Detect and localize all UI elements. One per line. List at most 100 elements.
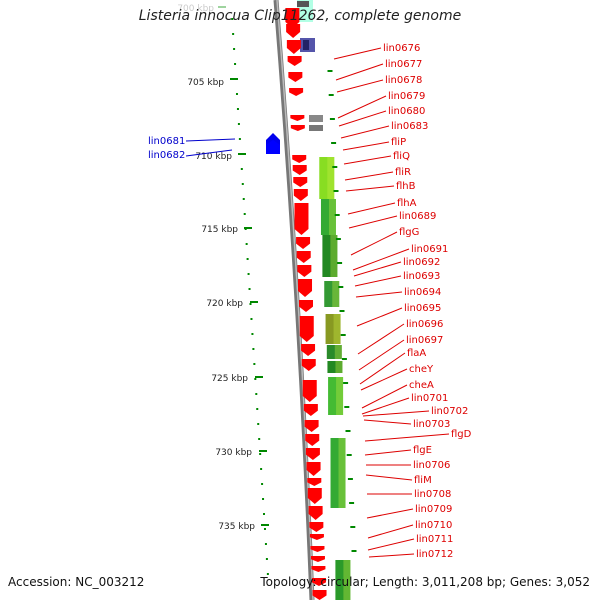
ruler-label: 730 kbp <box>215 448 252 458</box>
reverse-gene-arrow[interactable] <box>290 115 305 121</box>
gene-label-lin0678: lin0678 <box>385 75 422 86</box>
ruler-label: 720 kbp <box>206 299 243 309</box>
reverse-gene-arrow[interactable] <box>312 590 327 600</box>
ruler-label: 710 kbp <box>195 152 232 162</box>
gene-label-lin0702: lin0702 <box>431 406 468 417</box>
reverse-gene-arrow[interactable] <box>311 566 326 572</box>
ruler-tick-705: 705 kbp <box>187 78 238 88</box>
expression-block <box>320 199 336 235</box>
expression-block <box>326 345 342 359</box>
gene-label-fliR: fliR <box>395 167 411 178</box>
gene-label-lin0703: lin0703 <box>413 419 450 430</box>
reverse-gene-arrow[interactable] <box>296 251 311 263</box>
gene-label-lin0691: lin0691 <box>411 244 448 255</box>
reverse-gene-arrow[interactable] <box>287 56 302 66</box>
reverse-gene-arrow[interactable] <box>286 24 301 38</box>
reverse-gene-arrow[interactable] <box>309 522 324 532</box>
reverse-gene-arrow[interactable] <box>285 8 300 28</box>
reverse-gene-arrow[interactable] <box>302 380 317 402</box>
reverse-gene-arrow[interactable] <box>307 488 322 504</box>
gene-label-lin0682: lin0682 <box>148 150 185 161</box>
reverse-gene-arrow[interactable] <box>292 155 307 163</box>
reverse-gene-arrow[interactable] <box>306 462 321 476</box>
genome-summary: Topology: circular; Length: 3,011,208 bp… <box>260 575 590 589</box>
left-gene-labels: lin0681 lin0682 <box>148 136 236 161</box>
gene-label-lin0694: lin0694 <box>404 287 441 298</box>
gene-label-flgG: flgG <box>399 227 419 238</box>
gene-label-lin0692: lin0692 <box>403 257 440 268</box>
reverse-gene-arrow[interactable] <box>307 478 322 486</box>
reverse-gene-arrow[interactable] <box>311 578 326 586</box>
gene-label-lin0701: lin0701 <box>411 393 448 404</box>
gene-label-flgE: flgE <box>413 445 432 456</box>
reverse-gene-arrow[interactable] <box>301 359 316 371</box>
reverse-gene-arrow[interactable] <box>303 404 318 416</box>
gene-label-lin0708: lin0708 <box>414 489 451 500</box>
ruler-label: 700 kbp <box>177 4 214 14</box>
expression-block <box>325 314 341 344</box>
expression-blocks <box>319 70 357 600</box>
reverse-gene-arrow[interactable] <box>298 279 313 297</box>
reverse-gene-arrow[interactable] <box>292 165 307 175</box>
reverse-gene-arrow[interactable] <box>310 556 325 562</box>
ruler-tick-720: 720 kbp <box>206 299 258 309</box>
reverse-gene-arrow[interactable] <box>294 203 309 235</box>
forward-gene-arrow[interactable] <box>266 133 280 154</box>
ruler-label: 725 kbp <box>211 374 248 384</box>
expression-block <box>328 377 344 415</box>
gene-block <box>309 115 323 122</box>
reverse-gene-arrow[interactable] <box>305 448 320 460</box>
reverse-gene-arrow[interactable] <box>304 420 319 432</box>
reverse-gene-arrow[interactable] <box>293 177 308 187</box>
gene-label-lin0697: lin0697 <box>406 335 443 346</box>
gene-label-fliM: fliM <box>414 475 432 486</box>
expression-block <box>319 157 335 199</box>
reverse-gene-arrow[interactable] <box>299 316 314 342</box>
reverse-gene-arrow[interactable] <box>296 237 311 249</box>
right-gene-labels: lin0676 lin0677 lin0678 lin0679 lin0680 lin06… <box>383 43 472 560</box>
reverse-gene-arrow[interactable] <box>290 125 305 131</box>
reverse-gene-arrow[interactable] <box>308 506 323 520</box>
reverse-gene-arrow[interactable] <box>309 534 324 540</box>
gene-label-flgD: flgD <box>451 429 472 440</box>
reverse-gene-arrow[interactable] <box>310 546 325 552</box>
expression-block <box>322 235 338 277</box>
ruler-label: 735 kbp <box>218 522 255 532</box>
ruler-tick-700: 700 kbp <box>177 4 226 14</box>
reverse-gene-arrow[interactable] <box>293 189 308 201</box>
gene-label-lin0693: lin0693 <box>403 271 440 282</box>
reverse-gene-arrows <box>285 8 327 600</box>
gene-label-lin0679: lin0679 <box>388 91 425 102</box>
gene-label-lin0709: lin0709 <box>415 504 452 515</box>
gene-label-flhB: flhB <box>396 181 416 192</box>
gene-label-cheA: cheA <box>409 380 434 391</box>
gene-label-lin0676: lin0676 <box>383 43 420 54</box>
ruler-tick-710: 710 kbp <box>195 152 246 162</box>
gene-label-flaA: flaA <box>407 348 426 359</box>
map-title: Listeria innocua Clip11262, complete gen… <box>138 8 462 24</box>
gene-label-flhA: flhA <box>397 198 417 209</box>
reverse-gene-arrow[interactable] <box>299 300 313 312</box>
reverse-gene-arrow[interactable] <box>286 40 301 54</box>
ruler-label: 705 kbp <box>187 78 224 88</box>
gene-label-lin0683: lin0683 <box>391 121 428 132</box>
ruler-minor-ticks <box>231 18 269 575</box>
reverse-gene-arrow[interactable] <box>288 72 303 82</box>
gene-label-lin0706: lin0706 <box>413 460 450 471</box>
gene-block <box>297 1 309 7</box>
reverse-gene-arrow[interactable] <box>301 344 316 356</box>
gene-label-lin0712: lin0712 <box>416 549 453 560</box>
label-leaders <box>333 47 450 558</box>
expression-block <box>327 361 343 373</box>
gene-label-lin0695: lin0695 <box>404 303 441 314</box>
gene-block <box>309 125 323 131</box>
reverse-gene-arrow[interactable] <box>289 88 304 96</box>
reverse-gene-arrow[interactable] <box>305 434 320 446</box>
gene-label-lin0680: lin0680 <box>388 106 425 117</box>
gene-label-lin0710: lin0710 <box>415 520 452 531</box>
gene-label-lin0696: lin0696 <box>406 319 443 330</box>
reverse-gene-arrow[interactable] <box>297 265 312 277</box>
genome-backbone <box>273 0 315 600</box>
gene-label-cheY: cheY <box>409 364 434 375</box>
gene-label-lin0677: lin0677 <box>385 59 422 70</box>
